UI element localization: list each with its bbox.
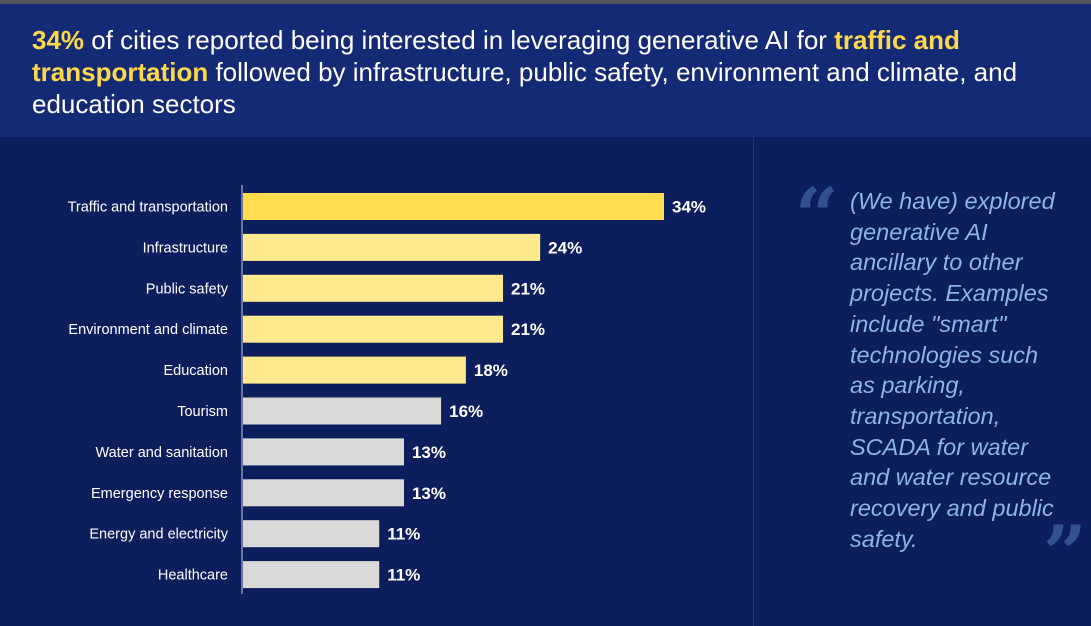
bar bbox=[243, 315, 504, 343]
category-label: Public safety bbox=[146, 281, 229, 297]
value-label: 16% bbox=[449, 402, 483, 421]
value-label: 21% bbox=[511, 279, 545, 298]
bar bbox=[243, 274, 504, 302]
value-label: 11% bbox=[387, 566, 420, 585]
bar bbox=[243, 356, 466, 384]
bar-chart: Traffic and transportation 34% Infrastruct… bbox=[68, 185, 706, 594]
bar bbox=[243, 397, 442, 425]
bar bbox=[243, 520, 380, 548]
category-label: Water and sanitation bbox=[96, 445, 228, 461]
category-label: Emergency response bbox=[91, 486, 228, 502]
open-quote-icon: “ bbox=[795, 171, 839, 260]
header-banner: 34% of cities reported being interested … bbox=[0, 4, 1091, 137]
bar bbox=[243, 438, 404, 466]
headline-text-2: followed by infrastructure, public safet… bbox=[32, 57, 1018, 119]
value-label: 13% bbox=[412, 443, 446, 462]
category-label: Traffic and transportation bbox=[68, 200, 228, 216]
headline-highlight-percent: 34% bbox=[32, 25, 85, 55]
value-label: 34% bbox=[672, 198, 706, 217]
category-label: Education bbox=[164, 363, 229, 379]
category-label: Healthcare bbox=[158, 568, 228, 584]
value-label: 18% bbox=[474, 361, 508, 380]
headline-text-1: of cities reported being interested in l… bbox=[84, 25, 835, 55]
close-quote-icon: ” bbox=[1043, 509, 1087, 598]
bar bbox=[243, 193, 664, 220]
value-label: 13% bbox=[412, 484, 446, 503]
category-label: Energy and electricity bbox=[89, 527, 228, 543]
value-label: 21% bbox=[511, 320, 545, 339]
value-label: 11% bbox=[387, 525, 420, 544]
category-label: Tourism bbox=[177, 404, 228, 420]
headline: 34% of cities reported being interested … bbox=[32, 24, 1077, 120]
panel-divider bbox=[753, 137, 754, 626]
quote-text: (We have) explored generative AI ancilla… bbox=[850, 188, 1055, 552]
headline-highlight-sector: traffic and transportation bbox=[32, 25, 960, 87]
value-label: 24% bbox=[548, 238, 582, 257]
top-border bbox=[0, 0, 1091, 4]
category-label: Environment and climate bbox=[68, 322, 228, 338]
category-label: Infrastructure bbox=[143, 240, 228, 256]
bar bbox=[243, 561, 380, 589]
bar bbox=[243, 479, 404, 507]
bar bbox=[243, 233, 541, 261]
